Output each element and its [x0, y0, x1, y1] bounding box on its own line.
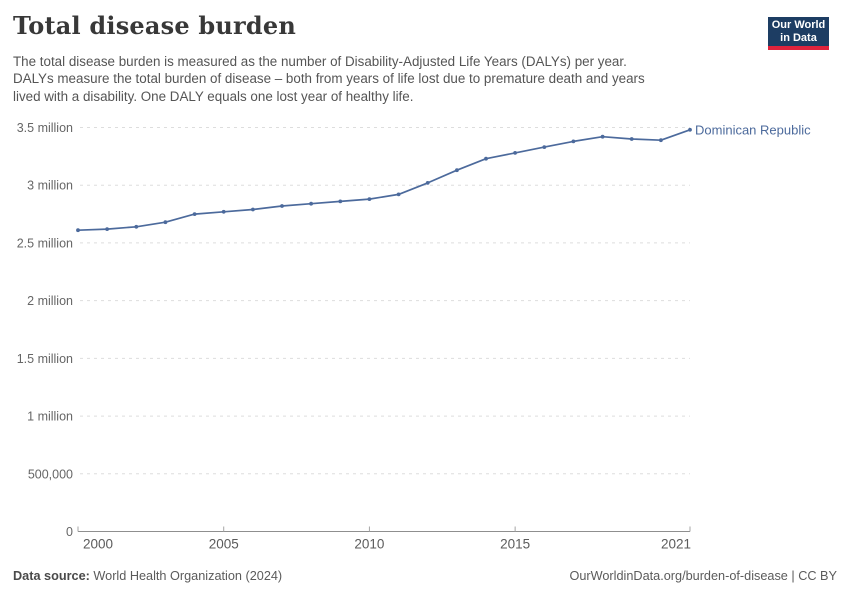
- chart-subtitle: The total disease burden is measured as …: [13, 53, 645, 105]
- logo-text-line1: Our World: [771, 19, 826, 31]
- data-point[interactable]: [221, 209, 226, 214]
- data-point[interactable]: [659, 138, 663, 143]
- series-line-dominican-republic[interactable]: [77, 128, 691, 232]
- y-axis-label: 1.5 million: [17, 352, 73, 366]
- data-point[interactable]: [105, 227, 109, 232]
- data-source-label: Data source:: [13, 569, 90, 583]
- data-point[interactable]: [542, 145, 547, 150]
- data-point[interactable]: [571, 139, 576, 144]
- data-point[interactable]: [134, 224, 139, 229]
- data-point[interactable]: [600, 134, 605, 139]
- data-point[interactable]: [163, 220, 168, 225]
- data-point[interactable]: [396, 192, 401, 197]
- y-axis-label: 0: [66, 525, 73, 539]
- data-point[interactable]: [251, 207, 255, 212]
- page-title: Total disease burden: [13, 11, 296, 40]
- y-axis-label: 3.5 million: [17, 121, 73, 135]
- data-point[interactable]: [280, 204, 284, 208]
- subtitle-line: lived with a disability. One DALY equals…: [13, 88, 414, 104]
- data-point[interactable]: [192, 212, 197, 217]
- data-source-value: World Health Organization (2024): [93, 569, 283, 583]
- y-axis-label: 2 million: [27, 294, 73, 308]
- data-source: Data source: World Health Organization (…: [13, 569, 282, 583]
- subtitle-line: The total disease burden is measured as …: [13, 54, 627, 69]
- data-point[interactable]: [455, 168, 459, 173]
- y-axis-label: 500,000: [28, 467, 73, 481]
- x-axis-label: 2000: [83, 537, 113, 552]
- chart-footer: Data source: World Health Organization (…: [13, 569, 837, 583]
- data-point[interactable]: [629, 137, 634, 141]
- data-point[interactable]: [513, 151, 517, 155]
- y-axis-label: 2.5 million: [17, 236, 73, 250]
- subtitle-line: DALYs measure the total burden of diseas…: [13, 71, 645, 87]
- data-point[interactable]: [484, 156, 488, 161]
- y-axis-label: 1 million: [27, 410, 73, 424]
- y-axis-label: 3 million: [27, 179, 73, 193]
- data-point[interactable]: [338, 199, 343, 204]
- x-axis-label: 2021: [661, 537, 691, 552]
- entity-label[interactable]: Dominican Republic: [695, 122, 811, 137]
- data-point[interactable]: [688, 127, 692, 132]
- x-axis-label: 2015: [500, 537, 530, 552]
- x-axis-label: 2010: [354, 537, 384, 552]
- footer-credit-link[interactable]: OurWorldinData.org/burden-of-disease | C…: [569, 569, 837, 583]
- data-point[interactable]: [367, 197, 372, 202]
- data-point[interactable]: [309, 201, 313, 206]
- logo-text-line2: in Data: [780, 32, 817, 44]
- owid-logo[interactable]: Our World in Data: [768, 17, 829, 50]
- x-axis-label: 2005: [209, 537, 239, 552]
- data-point[interactable]: [425, 181, 430, 185]
- data-point[interactable]: [76, 228, 80, 233]
